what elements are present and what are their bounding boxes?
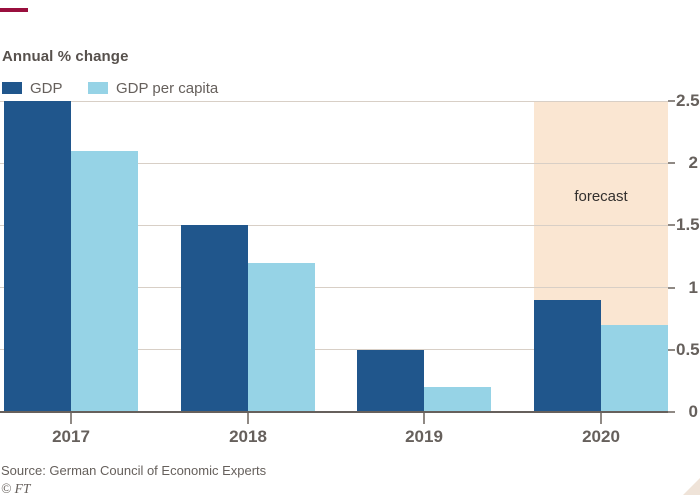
- y-tick: [668, 162, 675, 165]
- y-label-1: 1: [688, 277, 698, 297]
- bar-gdp-per-capita-2017: [71, 150, 138, 412]
- legend-label-gdp: GDP: [30, 79, 63, 97]
- y-label-0.5: 0.5: [676, 339, 700, 359]
- x-tick: [423, 413, 425, 424]
- bar-gdp-per-capita-2019: [424, 387, 491, 412]
- gridline: [0, 349, 668, 351]
- legend-item-gdp-per-capita: GDP per capita: [88, 79, 219, 97]
- y-label-0: 0: [688, 402, 698, 421]
- ft-credit: © FT: [1, 481, 31, 496]
- ft-accent-rule: [0, 8, 28, 12]
- legend-swatch-gdp-per-capita: [88, 82, 108, 94]
- bar-gdp-2017: [4, 101, 71, 412]
- x-label-2017: 2017: [52, 427, 90, 446]
- x-tick: [247, 413, 249, 424]
- chart-subtitle: Annual % change: [2, 48, 129, 65]
- legend-swatch-gdp: [2, 82, 22, 94]
- y-tick: [668, 348, 675, 351]
- bar-gdp-per-capita-2018: [248, 262, 315, 412]
- x-label-2018: 2018: [229, 427, 267, 446]
- gridline: [0, 287, 668, 289]
- y-tick: [668, 100, 675, 102]
- y-tick: [668, 224, 675, 227]
- x-label-2020: 2020: [582, 427, 620, 446]
- forecast-label: forecast: [574, 188, 628, 205]
- bar-gdp-2018: [181, 225, 248, 412]
- legend-label-gdp-per-capita: GDP per capita: [116, 79, 219, 97]
- gridline: [0, 100, 668, 102]
- x-axis-line: [0, 411, 668, 413]
- y-label-1.5: 1.5: [676, 215, 700, 235]
- y-tick: [668, 411, 675, 413]
- x-tick: [70, 413, 72, 424]
- x-label-2019: 2019: [405, 427, 443, 446]
- corner-triangle-icon: [683, 478, 700, 495]
- bar-gdp-2020: [534, 300, 601, 412]
- bar-gdp-2019: [357, 349, 424, 412]
- y-label-2.5: 2.5: [676, 91, 700, 110]
- legend-item-gdp: GDP: [2, 79, 63, 97]
- gridline: [0, 162, 668, 164]
- y-label-2: 2: [688, 153, 698, 173]
- x-tick: [600, 413, 602, 424]
- gridline: [0, 224, 668, 226]
- bar-gdp-per-capita-2020: [601, 324, 668, 412]
- y-tick: [668, 286, 675, 289]
- source-note: Source: German Council of Economic Exper…: [1, 463, 267, 478]
